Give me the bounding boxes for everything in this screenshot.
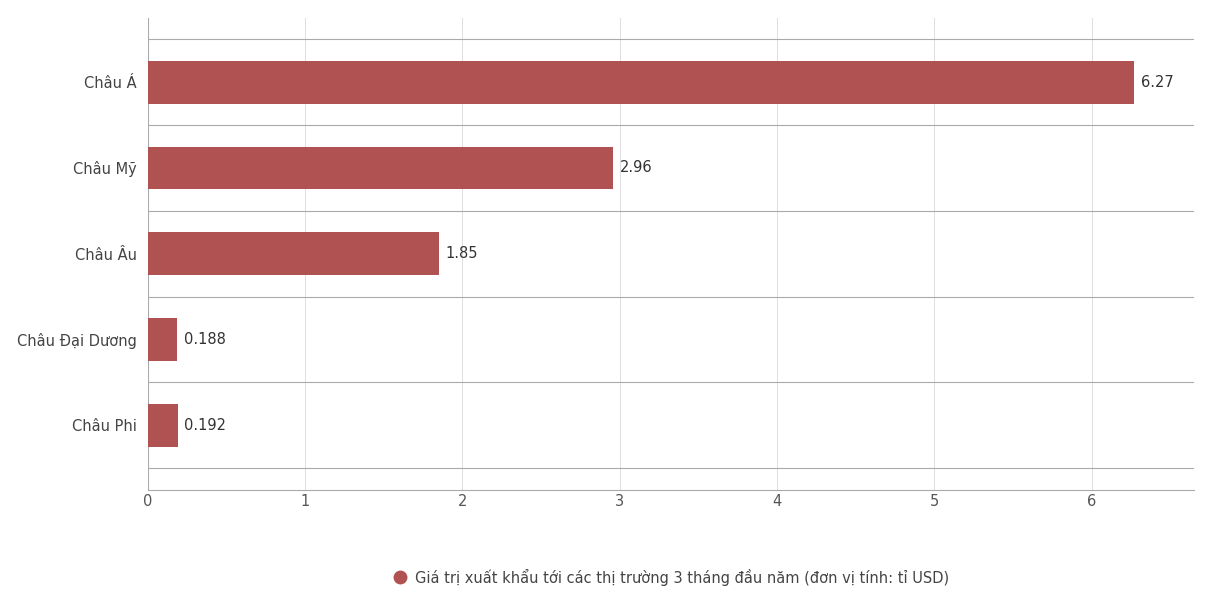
Bar [148,318,177,361]
Bar [148,404,178,447]
Text: 2.96: 2.96 [619,161,652,176]
Legend: Giá trị xuất khẩu tới các thị trường 3 tháng đầu năm (đơn vị tính: tỉ USD): Giá trị xuất khẩu tới các thị trường 3 t… [393,569,949,586]
Bar [148,146,613,189]
Bar [148,61,1134,104]
Bar [148,232,438,275]
Text: 0.188: 0.188 [183,332,225,347]
Text: 0.192: 0.192 [185,418,227,433]
Text: 1.85: 1.85 [446,246,478,261]
Text: 6.27: 6.27 [1141,75,1173,90]
